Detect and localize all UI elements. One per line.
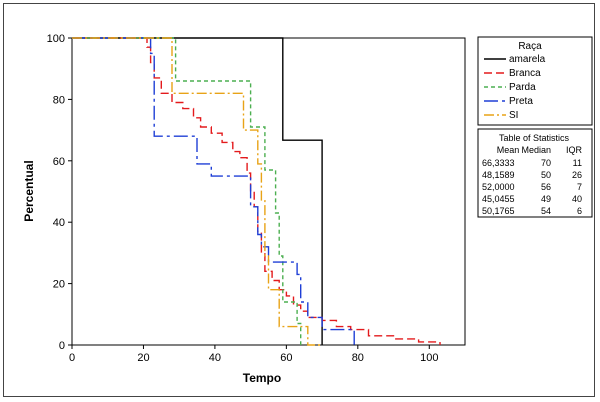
legend-entry: amarela	[509, 54, 546, 65]
series-lines	[72, 37, 441, 346]
series-line-parda	[72, 37, 302, 345]
x-tick-label: 20	[137, 352, 149, 364]
x-axis-label: Tempo	[243, 371, 281, 385]
stats-cell: 48,1589	[482, 170, 515, 180]
x-tick-label: 80	[352, 352, 364, 364]
legend-box	[477, 36, 593, 126]
y-tick-label: 100	[47, 33, 65, 45]
stats-header: IQR	[566, 145, 583, 155]
stats-header: Median	[521, 145, 551, 155]
x-tick-label: 100	[420, 352, 438, 364]
stats-cell: 56	[541, 182, 551, 192]
stats-cell: 50,1765	[482, 206, 515, 216]
legend: Raça amarela Branca Parda Preta SI	[477, 36, 593, 126]
legend-title: Raça	[518, 41, 542, 52]
stats-cell: 40	[572, 194, 582, 204]
stats-cell: 45,0455	[482, 194, 515, 204]
stats-cell: 70	[541, 158, 551, 168]
stats-cell: 6	[577, 206, 582, 216]
x-tick-label: 60	[280, 352, 292, 364]
legend-entry: Branca	[509, 68, 541, 79]
stats-box	[477, 128, 593, 218]
stats-cell: 66,3333	[482, 158, 515, 168]
y-axis-label: Percentual	[22, 160, 36, 221]
stats-cell: 50	[541, 170, 551, 180]
y-tick-label: 0	[59, 340, 65, 352]
y-tick-label: 20	[53, 279, 65, 291]
legend-entry: Preta	[509, 96, 533, 107]
legend-entry: SI	[509, 110, 518, 121]
x-tick-label: 0	[69, 352, 75, 364]
stats-table: Table of Statistics Mean Median IQR 66,3333…	[477, 128, 593, 218]
stats-title: Table of Statistics	[499, 133, 570, 143]
y-tick-label: 80	[53, 94, 65, 106]
series-line-preta	[72, 37, 355, 345]
y-tick-label: 40	[53, 217, 65, 229]
stats-cell: 11	[573, 158, 582, 168]
series-line-si	[72, 37, 323, 346]
stats-rows: Mean Median IQR 66,3333 70 11 48,1589 50 26 52,00…	[482, 145, 582, 216]
x-tick-label: 40	[209, 352, 221, 364]
stats-cell: 26	[572, 170, 582, 180]
y-tick-label: 60	[53, 156, 65, 168]
stats-cell: 52,0000	[482, 182, 515, 192]
axis-ticks: 0 20 40 60 80 100 0 20 40 60 80 100	[47, 33, 439, 364]
stats-cell: 49	[541, 194, 551, 204]
stats-cell: 7	[577, 182, 582, 192]
plot-area	[71, 37, 466, 346]
stats-header: Mean	[497, 145, 520, 155]
legend-entry: Parda	[509, 82, 536, 93]
stats-cell: 54	[541, 206, 551, 216]
series-line-amarela	[72, 37, 323, 345]
legend-items: amarela Branca Parda Preta SI	[484, 54, 546, 121]
